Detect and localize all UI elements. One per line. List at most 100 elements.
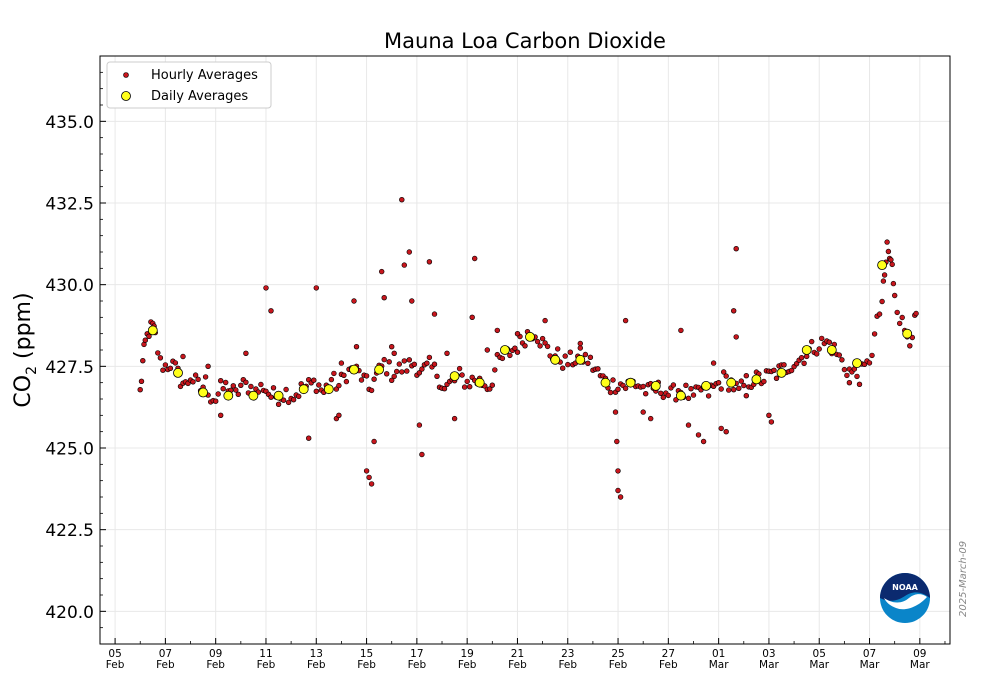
hourly-point — [238, 382, 244, 388]
hourly-point — [816, 346, 822, 352]
hourly-point — [642, 391, 649, 397]
hourly-point — [384, 371, 390, 377]
hourly-point — [854, 373, 860, 380]
hourly-point — [220, 386, 226, 392]
hourly-point — [534, 338, 541, 345]
hourly-point — [296, 393, 302, 400]
hourly-point — [738, 378, 744, 384]
hourly-point — [190, 379, 196, 385]
hourly-point — [660, 394, 666, 401]
hourly-point — [690, 392, 697, 398]
x-tick-label-day: 05 — [108, 648, 121, 660]
x-tick-label-month: Feb — [357, 659, 376, 671]
hourly-point — [798, 355, 805, 361]
hourly-point — [512, 345, 518, 351]
hourly-point — [328, 376, 335, 383]
hourly-point — [715, 380, 722, 386]
hourly-point — [419, 366, 425, 372]
hourly-point — [391, 350, 397, 356]
daily-average-point — [374, 364, 385, 375]
hourly-point — [424, 360, 430, 366]
hourly-point — [617, 494, 624, 500]
hourly-point — [888, 257, 894, 263]
hourly-point — [577, 345, 583, 351]
hourly-point — [461, 384, 468, 390]
daily-average-point — [751, 374, 762, 385]
hourly-point — [396, 361, 402, 367]
hourly-point — [343, 378, 350, 385]
hourly-point — [700, 438, 707, 445]
hourly-point — [685, 422, 692, 428]
daily-average-point — [676, 390, 686, 401]
daily-average-point — [801, 345, 812, 355]
daily-averages-series — [147, 260, 913, 401]
hourly-point — [494, 327, 500, 334]
x-tick-label-month: Feb — [558, 659, 577, 671]
daily-average-point — [273, 390, 284, 401]
hourly-point — [431, 311, 438, 317]
hourly-point — [585, 360, 591, 366]
hourly-point — [723, 373, 729, 379]
x-tick-label-day: 17 — [410, 648, 423, 660]
daily-average-point — [449, 371, 460, 382]
hourly-point — [215, 391, 221, 397]
hourly-point — [567, 349, 573, 355]
x-tick-label-day: 25 — [611, 648, 624, 660]
hourly-point — [622, 317, 629, 324]
hourly-point — [884, 239, 890, 245]
hourly-point — [484, 347, 490, 353]
hourly-point — [595, 366, 601, 372]
daily-average-point — [902, 328, 913, 339]
daily-average-point — [575, 354, 586, 365]
hourly-point — [258, 381, 264, 388]
hourly-point — [880, 278, 887, 284]
x-tick-label-month: Feb — [609, 659, 628, 671]
hourly-point — [565, 361, 571, 368]
x-tick-label-day: 01 — [712, 648, 725, 660]
hourly-point — [341, 372, 347, 378]
hourly-point — [826, 339, 832, 345]
hourly-point — [612, 409, 619, 415]
hourly-point — [736, 385, 742, 391]
hourly-point — [522, 343, 528, 349]
hourly-point — [499, 355, 506, 362]
noaa-logo-text: NOAA — [892, 583, 918, 592]
hourly-point — [401, 358, 407, 364]
hourly-point — [243, 350, 249, 356]
hourly-point — [205, 363, 211, 369]
hourly-point — [406, 357, 412, 363]
hourly-point — [665, 392, 671, 399]
hourly-point — [839, 357, 845, 363]
hourly-point — [138, 378, 145, 384]
hourly-point — [788, 367, 795, 374]
hourly-point — [434, 373, 440, 379]
hourly-point — [610, 377, 616, 383]
y-axis-label-main: CO — [11, 375, 36, 408]
hourly-point — [431, 361, 438, 367]
x-tick-label-day: 23 — [561, 648, 574, 660]
hourly-point — [836, 352, 842, 358]
hourly-point — [316, 382, 322, 388]
daily-average-point — [499, 345, 510, 355]
hourly-point — [137, 387, 143, 393]
y-tick-label: 420.0 — [45, 603, 94, 623]
legend-marker-daily — [121, 91, 131, 101]
hourly-point — [233, 387, 239, 393]
hourly-point — [469, 314, 475, 320]
x-tick-label-month: Feb — [408, 659, 427, 671]
hourly-point — [391, 373, 397, 380]
hourly-point — [514, 349, 521, 355]
hourly-point — [336, 412, 342, 418]
hourly-point — [683, 382, 689, 388]
hourly-point — [381, 295, 387, 301]
x-tick-label-day: 09 — [209, 648, 222, 660]
daily-average-point — [248, 390, 259, 401]
hourly-point — [781, 362, 787, 368]
hourly-point — [313, 388, 319, 394]
hourly-point — [615, 487, 621, 494]
hourly-averages-series — [137, 197, 919, 500]
hourly-point — [743, 373, 749, 379]
x-tick-label-day: 07 — [863, 648, 876, 660]
hourly-point — [192, 372, 199, 378]
